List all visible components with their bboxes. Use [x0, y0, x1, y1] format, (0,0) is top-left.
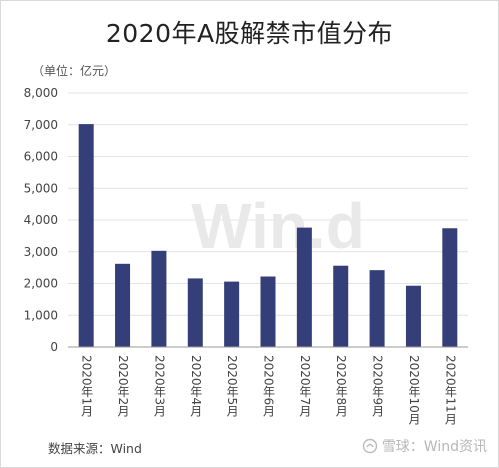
bar — [224, 281, 240, 347]
y-tick-label: 1,000 — [24, 308, 58, 322]
bar — [78, 124, 94, 348]
y-tick-label: 8,000 — [24, 86, 58, 100]
y-tick-label: 6,000 — [24, 150, 58, 164]
bar — [442, 228, 458, 347]
x-tick-label: 2020年9月 — [371, 355, 385, 418]
chart-title: 2020年A股解禁市值分布 — [105, 19, 394, 48]
y-tick-label: 3,000 — [24, 245, 58, 259]
y-tick-label: 5,000 — [24, 181, 58, 195]
y-axis-unit-label: （单位：亿元） — [32, 64, 117, 78]
y-tick-label: 0 — [50, 340, 58, 354]
watermark-text: Win.d — [191, 190, 365, 262]
x-tick-label: 2020年8月 — [334, 355, 348, 418]
x-tick-label: 2020年10月 — [407, 355, 421, 425]
x-tick-label: 2020年1月 — [80, 355, 94, 418]
y-tick-label: 2,000 — [24, 277, 58, 291]
x-axis-tick-labels: 2020年1月 2020年2月 2020年3月 2020年4月 2020年5月 2020年… — [80, 355, 458, 425]
x-tick-label: 2020年5月 — [225, 355, 239, 418]
gridlines — [68, 92, 468, 316]
x-tick-label: 2020年3月 — [152, 355, 166, 418]
bottom-watermark: 雪球：Wind资讯 — [362, 436, 487, 456]
bar — [296, 227, 312, 347]
bar — [369, 270, 385, 347]
y-tick-label: 7,000 — [24, 118, 58, 132]
y-tick-label: 4,000 — [24, 213, 58, 227]
bar — [151, 250, 167, 347]
snowflake-icon — [362, 438, 378, 454]
x-tick-label: 2020年11月 — [443, 355, 457, 425]
y-axis-tick-labels: 0 1,000 2,000 3,000 4,000 5,000 6,000 7,000 8,00… — [24, 86, 58, 354]
bar — [115, 263, 131, 347]
x-tick-label: 2020年7月 — [298, 355, 312, 418]
x-tick-label: 2020年4月 — [189, 355, 203, 418]
bar — [187, 278, 203, 347]
x-tick-label: 2020年2月 — [116, 355, 130, 418]
bar — [260, 276, 276, 347]
data-source: 数据来源：Wind — [48, 441, 142, 456]
bar — [405, 285, 421, 347]
x-tick-label: 2020年6月 — [262, 355, 276, 418]
bar — [333, 265, 349, 347]
bars — [78, 124, 458, 348]
bottom-watermark-text: 雪球：Wind资讯 — [381, 439, 487, 455]
